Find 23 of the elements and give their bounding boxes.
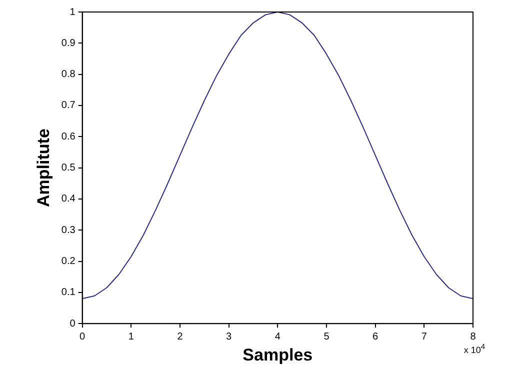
x-axis-title: Samples <box>242 345 313 364</box>
y-tick-label: 0.8 <box>61 69 76 80</box>
x-tick-label: 4 <box>274 331 281 342</box>
x-tick-label: 6 <box>372 331 379 342</box>
y-tick-label: 0.5 <box>61 162 76 174</box>
y-tick-label: 0.3 <box>61 224 76 236</box>
y-tick-label: 0.1 <box>61 287 76 298</box>
x-tick-label: 0 <box>80 331 86 342</box>
y-tick-label: 0.6 <box>61 131 76 142</box>
x-tick-label: 3 <box>226 331 232 342</box>
y-tick-label: 0.7 <box>61 100 76 112</box>
y-tick-label: 0.9 <box>61 38 76 49</box>
x-tick-label: 5 <box>324 331 330 342</box>
y-tick-label: 0.2 <box>61 256 76 268</box>
y-tick-label: 0.4 <box>61 194 76 205</box>
x-tick-label: 8 <box>470 331 476 342</box>
x-tick-label: 1 <box>128 331 134 342</box>
x-tick-label: 7 <box>421 331 428 342</box>
text: x 10$^{4}$ <box>464 342 485 355</box>
y-tick-label: 0 <box>70 318 76 330</box>
y-tick-label: 1 <box>70 6 76 18</box>
y-axis-title: Amplitute <box>34 128 53 207</box>
x-tick-label: 2 <box>177 331 184 342</box>
